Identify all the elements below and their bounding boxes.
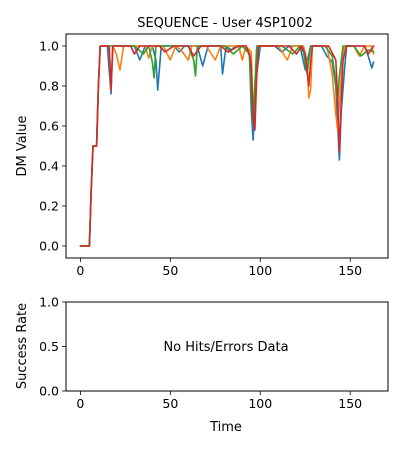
y-tick-label: 0.2 — [39, 199, 59, 214]
x-tick-label: 0 — [76, 396, 84, 411]
y-axis-label: DM Value — [15, 115, 30, 176]
x-tick-label: 0 — [76, 263, 84, 278]
no-data-annotation: No Hits/Errors Data — [163, 340, 288, 355]
series-line-3 — [79, 45, 375, 247]
y-tick-label: 1.0 — [39, 295, 59, 310]
dm-value-chart: SEQUENCE - User 4SP1002 0 50 100 150 0.0 0.2… — [15, 16, 389, 278]
x-tick-label: 100 — [248, 396, 272, 411]
y-tick-label: 0.0 — [39, 239, 59, 254]
y-tick-label: 0.6 — [39, 119, 59, 134]
y-axis-label: Success Rate — [15, 303, 30, 389]
y-tick-label: 0.0 — [39, 384, 59, 399]
y-tick-label: 0.5 — [39, 339, 59, 354]
y-tick-label: 1.0 — [39, 39, 59, 54]
y-tick-label: 0.8 — [39, 79, 59, 94]
plot-frame — [65, 33, 389, 259]
success-rate-chart: No Hits/Errors Data 0 50 100 150 0.00.51.0 … — [15, 295, 389, 435]
x-tick-label: 50 — [162, 396, 178, 411]
series-line-4 — [79, 45, 375, 247]
y-ticks: 0.0 0.5 1.0 — [39, 295, 66, 399]
series-line-2 — [79, 45, 375, 247]
x-ticks: 0 50 100 150 — [76, 391, 362, 411]
y-tick-label: 0.4 — [39, 159, 59, 174]
x-tick-label: 150 — [338, 396, 362, 411]
x-tick-label: 100 — [248, 263, 272, 278]
chart-title: SEQUENCE - User 4SP1002 — [137, 16, 313, 31]
x-axis-label: Time — [209, 420, 242, 435]
y-ticks: 0.0 0.2 0.4 0.6 0.8 1.0 — [39, 39, 66, 254]
plot-frame — [65, 301, 389, 392]
x-ticks: 0 50 100 150 — [76, 258, 362, 278]
x-tick-label: 150 — [338, 263, 362, 278]
x-tick-label: 50 — [162, 263, 178, 278]
dm-series-group — [79, 45, 375, 247]
series-line-1 — [79, 45, 375, 247]
